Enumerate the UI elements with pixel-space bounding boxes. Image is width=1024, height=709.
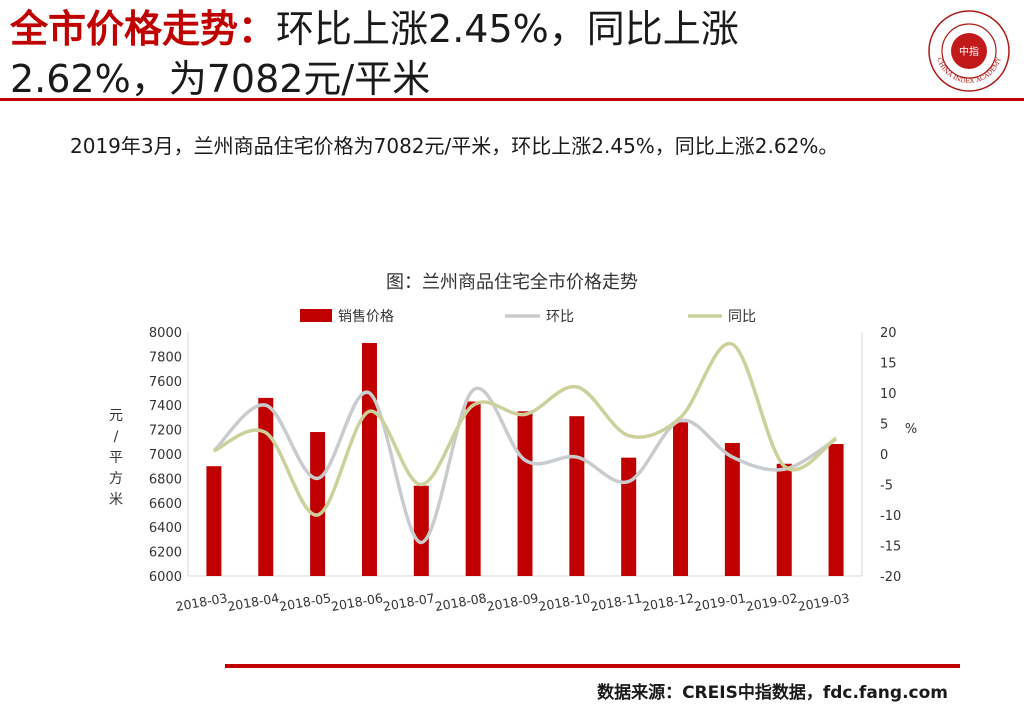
line-yoy — [213, 341, 838, 517]
x-tick-label: 2018-10 — [537, 590, 591, 614]
bar-sales-price — [310, 432, 326, 576]
y-axis-label-char: 方 — [109, 471, 123, 487]
y2-tick-label: 5 — [880, 418, 888, 433]
y-tick-label: 8000 — [149, 326, 182, 341]
bar-sales-price — [724, 443, 740, 576]
y2-axis-label: % — [905, 422, 917, 437]
bar-sales-price — [776, 463, 792, 576]
y-tick-label: 7000 — [149, 448, 182, 463]
bar-sales-price — [569, 416, 585, 576]
y-tick-label: 6200 — [149, 546, 182, 561]
y2-tick-label: 15 — [880, 357, 897, 372]
y-tick-label: 7400 — [149, 399, 182, 414]
x-tick-label: 2019-03 — [797, 590, 851, 614]
bar-sales-price — [361, 342, 377, 576]
y-tick-label: 6600 — [149, 497, 182, 512]
bar-sales-price — [828, 443, 844, 576]
y-tick-label: 6400 — [149, 521, 182, 536]
x-tick-label: 2018-09 — [485, 590, 539, 614]
x-tick-label: 2018-06 — [330, 590, 384, 614]
bar-sales-price — [413, 485, 429, 576]
bar-sales-price — [465, 401, 481, 576]
y-tick-label: 7200 — [149, 424, 182, 439]
x-tick-label: 2019-02 — [745, 590, 799, 614]
header-divider — [0, 98, 1024, 101]
x-tick-label: 2018-11 — [589, 590, 643, 614]
summary-text: 2019年3月，兰州商品住宅价格为7082元/平米，环比上涨2.45%，同比上涨… — [70, 134, 839, 158]
page-header: 全市价格走势：环比上涨2.45%，同比上涨 2.62%，为7082元/平米 — [10, 4, 910, 104]
y2-tick-label: -15 — [880, 540, 901, 555]
y2-tick-label: -10 — [880, 509, 901, 524]
bar-sales-price — [621, 457, 637, 576]
y-tick-label: 6800 — [149, 472, 182, 487]
legend-label-sales-price: 销售价格 — [338, 309, 394, 325]
y-tick-label: 7800 — [149, 350, 182, 365]
y-axis-label-char: 元 — [109, 408, 123, 424]
line-mom — [212, 386, 838, 545]
y2-tick-label: -20 — [880, 570, 901, 585]
bar-sales-price — [673, 422, 689, 576]
legend-label-yoy: 同比 — [728, 309, 756, 325]
footer-divider — [225, 664, 960, 668]
x-tick-label: 2018-04 — [226, 590, 280, 614]
y2-tick-label: 0 — [880, 448, 888, 463]
y-axis-label-char: / — [114, 429, 119, 445]
y-tick-label: 6000 — [149, 570, 182, 585]
x-tick-label: 2018-03 — [174, 590, 228, 614]
y2-tick-label: 20 — [880, 326, 897, 341]
y2-tick-label: -5 — [880, 479, 893, 494]
legend-label-mom: 环比 — [546, 309, 574, 325]
y-axis-label-char: 平 — [109, 450, 123, 466]
data-source: 数据来源：CREIS中指数据，fdc.fang.com — [597, 683, 948, 703]
page-title-line-2: 2.62%，为7082元/平米 — [10, 57, 431, 101]
page-title-line-1: 全市价格走势：环比上涨2.45%，同比上涨 — [10, 4, 910, 54]
y2-tick-label: 10 — [880, 387, 897, 402]
x-tick-label: 2018-08 — [434, 590, 488, 614]
title-highlight: 全市价格走势： — [10, 7, 277, 51]
y-axis-label-char: 米 — [109, 492, 123, 508]
bar-sales-price — [258, 397, 274, 576]
x-tick-label: 2018-07 — [382, 590, 436, 614]
title-rest: 环比上涨2.45%，同比上涨 — [276, 7, 739, 51]
logo-center-text: 中指 — [959, 45, 979, 58]
china-index-academy-logo: 中指 CHINA INDEX ACADEMY — [928, 10, 1010, 92]
y-tick-label: 7600 — [149, 375, 182, 390]
x-tick-label: 2018-05 — [278, 590, 332, 614]
chart-title: 图：兰州商品住宅全市价格走势 — [386, 272, 638, 293]
bar-sales-price — [517, 411, 533, 576]
bar-sales-price — [206, 466, 222, 576]
legend-swatch-sales-price — [300, 309, 332, 322]
x-tick-label: 2019-01 — [693, 590, 747, 614]
price-trend-chart: 6000 6200 6400 6600 6800 7000 7200 7400 7600 7800… — [109, 309, 917, 614]
x-tick-label: 2018-12 — [641, 590, 695, 614]
